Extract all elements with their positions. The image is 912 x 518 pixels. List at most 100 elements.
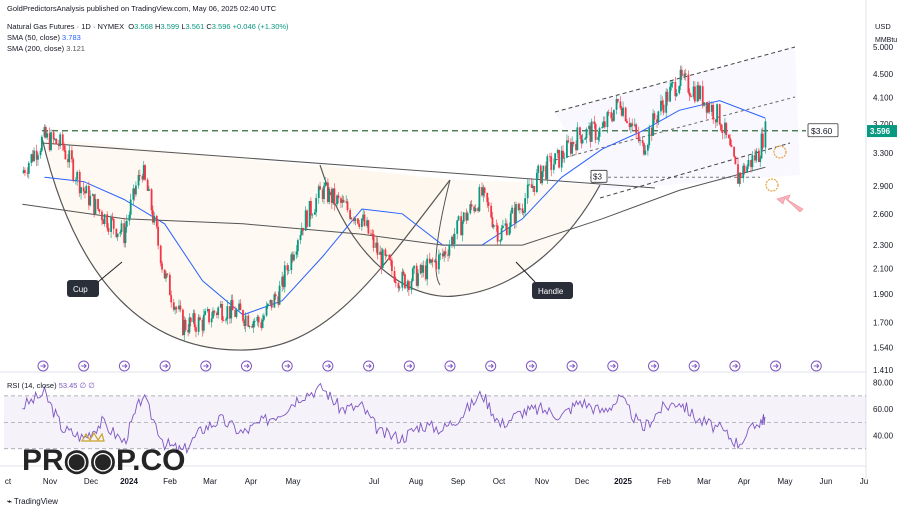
candle [295, 251, 298, 255]
candle [215, 312, 218, 315]
candle [103, 214, 106, 224]
candle [238, 303, 240, 311]
candle [132, 188, 135, 200]
candle [31, 154, 34, 162]
candle [648, 127, 651, 145]
candle [661, 100, 664, 105]
handle-fill [320, 165, 600, 297]
candle [168, 274, 171, 296]
candle [637, 132, 640, 142]
candle [235, 310, 238, 317]
candle [50, 132, 52, 150]
resistance-label-box [807, 123, 839, 138]
candle [532, 186, 534, 188]
ohlc-low: 3.561 [185, 22, 205, 31]
sma50-legend[interactable]: SMA (50, close) 3.783 [7, 33, 81, 42]
channel-fill [555, 47, 800, 190]
candle [575, 144, 577, 151]
event-arrow-icon [81, 363, 87, 369]
candle [699, 86, 702, 100]
candle [434, 260, 436, 262]
currency-label: USD [875, 22, 891, 31]
time-tick-label: May [777, 477, 792, 486]
candle [755, 150, 758, 161]
candle [615, 99, 618, 110]
candle [226, 306, 229, 320]
candle [252, 321, 255, 328]
candle [556, 149, 559, 154]
ohlc-open: 3.568 [134, 22, 153, 31]
candle [511, 207, 513, 214]
sma200-legend[interactable]: SMA (200, close) 3.121 [7, 44, 85, 53]
candle [447, 254, 449, 256]
price-tick-label: 2.100 [873, 264, 894, 273]
highlight-circle-upper [773, 145, 787, 159]
candle [125, 220, 128, 227]
candle [430, 259, 432, 263]
candle [760, 133, 763, 159]
candle [163, 269, 166, 279]
candle [360, 218, 363, 227]
candle [546, 156, 549, 180]
candle [422, 265, 425, 273]
candle [521, 208, 524, 213]
time-tick-label: Dec [84, 477, 98, 486]
candle [72, 159, 75, 181]
candle [148, 189, 150, 191]
candle [231, 300, 234, 311]
candle [277, 296, 280, 305]
candle [758, 150, 760, 162]
candle [684, 73, 687, 75]
price-tick-label: 1.700 [873, 318, 894, 327]
candle [670, 83, 673, 87]
candle [67, 159, 69, 163]
candle [183, 319, 186, 335]
candle [743, 165, 746, 173]
candle [222, 320, 225, 321]
price-tick-label: 4.500 [873, 70, 894, 79]
candle [438, 254, 440, 270]
candle [694, 86, 696, 102]
candle [393, 271, 396, 282]
candle [411, 268, 414, 281]
candle [371, 233, 374, 235]
rsi-legend[interactable]: RSI (14, close) 53.45 ∅ ∅ [7, 381, 95, 390]
candle [195, 327, 197, 332]
event-arrow-icon [284, 363, 291, 369]
candle [737, 164, 739, 184]
candle [155, 215, 158, 227]
candle [552, 164, 555, 170]
tradingview-footer[interactable]: ⌁ TradingView [7, 497, 58, 506]
candle [243, 320, 246, 326]
candle [473, 206, 476, 212]
candle [59, 134, 62, 146]
candle [721, 130, 724, 134]
candle [111, 216, 114, 219]
symbol-title: Natural Gas Futures · 1D · NYMEX [7, 22, 125, 31]
footer-label: TradingView [13, 497, 58, 506]
candle [188, 317, 191, 333]
candle [342, 199, 345, 203]
unit-label: MMBtu [875, 37, 897, 44]
candle [742, 165, 745, 179]
candle [720, 124, 722, 131]
tradingview-logo-icon: ⌁ [7, 497, 12, 506]
candle [48, 133, 51, 150]
candle [539, 165, 542, 184]
event-arrow-icon [40, 363, 47, 369]
candle [535, 172, 538, 192]
candle [206, 309, 209, 312]
candle [439, 253, 442, 255]
candle [606, 112, 609, 128]
sma50-value: 3.783 [62, 33, 81, 42]
candle [340, 198, 342, 203]
event-arrow-icon [569, 363, 576, 369]
price-tick-label: 1.900 [873, 290, 894, 299]
candle [170, 295, 173, 303]
candle [234, 310, 237, 317]
candle [443, 251, 446, 257]
candle [650, 127, 653, 136]
candle [317, 186, 320, 199]
candle [63, 145, 65, 151]
candle [639, 140, 641, 142]
